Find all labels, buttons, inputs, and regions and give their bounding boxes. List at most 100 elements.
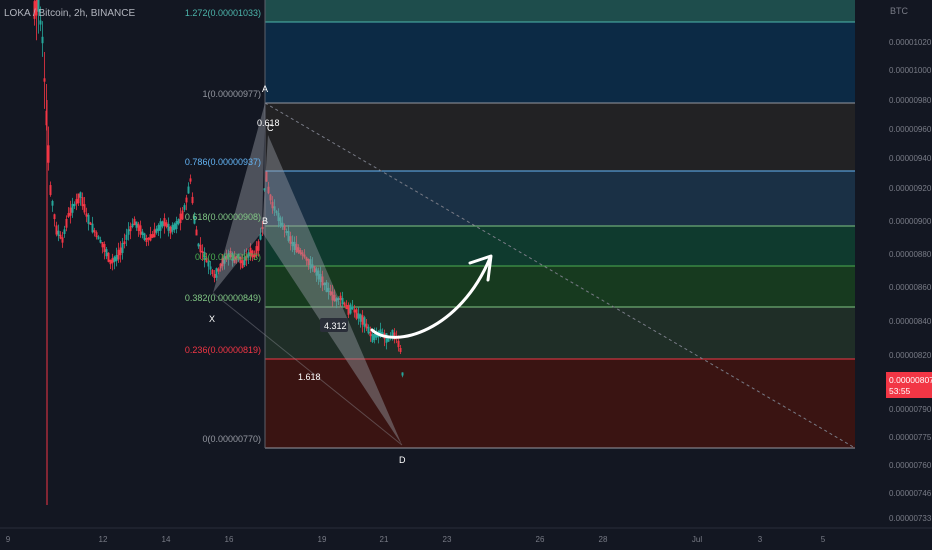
candle-body: [71, 203, 74, 213]
currency-label: BTC: [890, 6, 909, 16]
candle-body: [167, 223, 170, 231]
candle-body: [59, 234, 62, 239]
candle-body: [49, 185, 52, 195]
fib-zone-0: [265, 359, 855, 448]
candle-body: [85, 213, 88, 217]
candle-body: [209, 266, 212, 270]
candle-body: [391, 329, 394, 339]
candle-body: [291, 241, 294, 247]
candle-body: [211, 270, 214, 274]
candle-body: [253, 254, 256, 258]
candle-body: [183, 205, 186, 210]
candle-body: [349, 304, 352, 314]
candle-body: [61, 237, 64, 243]
fib-label-0: 0(0.00000770): [202, 434, 261, 444]
candle-body: [301, 252, 304, 256]
candle-body: [237, 253, 240, 259]
candle-body: [239, 256, 242, 264]
candle-body: [309, 259, 312, 269]
fib-zone-0786: [265, 103, 855, 171]
time-tick: 23: [443, 535, 452, 544]
time-tick: 19: [318, 535, 327, 544]
candle-body: [57, 230, 60, 236]
candle-body: [401, 372, 404, 376]
candle-body: [149, 234, 152, 241]
price-tick: 0.00000840: [889, 317, 932, 326]
candle-body: [259, 234, 262, 240]
candle-body: [361, 315, 364, 325]
candles: [33, 0, 404, 505]
price-tick: 0.00001020: [889, 38, 932, 47]
candle-body: [67, 213, 70, 217]
candle-body: [303, 254, 306, 258]
candle-body: [123, 241, 126, 244]
candle-body: [225, 255, 228, 261]
candle-body: [65, 218, 68, 228]
candle-body: [339, 295, 342, 301]
candle-body: [159, 221, 162, 231]
candle-body: [233, 257, 236, 263]
candle-body: [363, 317, 366, 327]
candle-body: [325, 282, 328, 292]
pattern-labels: X A B C D 0.618 4.312 1.618: [209, 84, 406, 465]
candle-body: [357, 313, 360, 319]
price-tick: 0.00000880: [889, 250, 932, 259]
candle-body: [287, 231, 290, 241]
candle-body: [243, 256, 246, 266]
candle-body: [193, 216, 196, 224]
time-tick: 9: [6, 535, 11, 544]
candle-body: [281, 222, 284, 228]
candle-body: [313, 266, 316, 272]
candle-body: [203, 251, 206, 261]
time-axis[interactable]: 9 12 14 16 19 21 23 26 28 Jul 3 5: [0, 527, 932, 550]
candle-body: [141, 231, 144, 236]
candle-body: [255, 246, 258, 256]
fib-lines: [264, 0, 855, 449]
candle-body: [269, 194, 272, 201]
candle-body: [79, 192, 82, 198]
time-tick: 14: [162, 535, 171, 544]
candle-body: [75, 199, 78, 205]
price-tick: 0.00000940: [889, 154, 932, 163]
price-axis[interactable]: BTC 0.00001020 0.00001000 0.00000980 0.0000…: [856, 0, 932, 550]
harmonic-bcd-triangle: [262, 135, 402, 445]
time-tick: 12: [99, 535, 108, 544]
candle-body: [151, 234, 154, 238]
candle-body: [351, 306, 354, 310]
fib-label-1272: 1.272(0.00001033): [185, 8, 261, 18]
candle-body: [135, 221, 138, 228]
candle-body: [277, 212, 280, 222]
candle-body: [87, 214, 90, 224]
candle-body: [379, 329, 382, 335]
projection-arrow: [370, 256, 492, 339]
candle-body: [227, 253, 230, 259]
fib-zone-0382: [265, 266, 855, 307]
candle-body: [133, 218, 136, 226]
candle-body: [375, 334, 378, 338]
fib-label-0382: 0.382(0.00000849): [185, 293, 261, 303]
candle-body: [347, 305, 350, 315]
price-tick: 0.00000920: [889, 184, 932, 193]
point-label-x: X: [209, 314, 215, 324]
fib-label-0236: 0.236(0.00000819): [185, 345, 261, 355]
candle-body: [355, 309, 358, 319]
countdown-value: 53:55: [889, 386, 911, 396]
time-tick: 26: [536, 535, 545, 544]
candle-body: [397, 340, 400, 348]
candle-body: [179, 213, 182, 224]
candle-body: [33, 1, 36, 19]
candle-body: [125, 234, 128, 240]
candle-body: [165, 222, 168, 228]
candle-body: [163, 218, 166, 226]
ratio-label-0618: 0.618: [257, 118, 280, 128]
fib-labels: 1.272(0.00001033) 1(0.00000977) 0.786(0.…: [185, 8, 261, 444]
candle-body: [321, 276, 324, 286]
candle-body: [81, 197, 84, 207]
candle-body: [311, 264, 314, 268]
candle-body: [235, 255, 238, 261]
candle-body: [73, 203, 76, 207]
candle-body: [373, 333, 376, 341]
ratio-label-1618: 1.618: [298, 372, 321, 382]
candle-body: [333, 294, 336, 302]
